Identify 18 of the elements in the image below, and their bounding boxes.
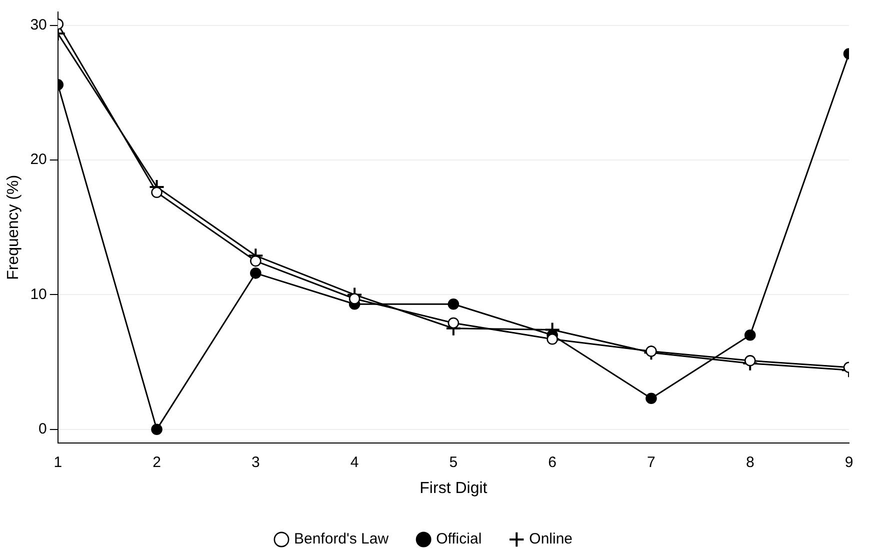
legend-label: Online [529,530,573,548]
x-tick-label: 9 [844,454,854,471]
y-tick-label: 20 [30,151,47,168]
legend-label: Benford's Law [294,530,389,548]
x-tick-label: 7 [647,454,656,471]
x-tick-label: 2 [152,454,161,471]
y-tick-label: 0 [38,420,47,438]
x-tick-label: 8 [746,454,754,471]
x-axis-title: First Digit [420,480,488,497]
x-tick-label: 3 [251,454,260,471]
legend-label: Official [436,530,482,548]
x-tick-label: 6 [548,454,557,471]
y-tick-label: 30 [30,16,47,34]
y-axis-title: Frequency (%) [5,174,22,280]
y-tick-label: 10 [30,286,47,303]
x-tick-label: 5 [449,454,458,471]
x-tick-label: 4 [350,454,359,471]
x-tick-label: 1 [54,454,62,471]
